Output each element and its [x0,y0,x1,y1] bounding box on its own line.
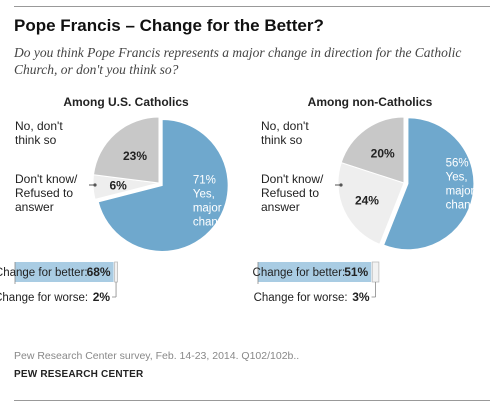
bar-value-worse-1: 3% [352,290,370,304]
bar-change-better-1 [258,262,372,282]
top-rule [14,6,490,7]
slice-label-dont-know-1-line-2: answer [261,200,300,214]
chart-subtitle: Do you think Pope Francis represents a m… [14,45,462,77]
slice-value-no-change-1: 20% [371,147,395,161]
slice-value-dont-know-1: 24% [355,193,379,207]
slice-label-major-0-line-1: Yes, [193,189,215,201]
bar-value-better-1: 51% [344,265,368,279]
slice-label-no-change-0-line-0: No, don't [15,119,63,133]
pie-slice-major-change-1 [382,117,475,251]
slice-label-no-change-1-line-1: think so [261,133,303,147]
bar-label-worse-0: Change for worse: [0,292,88,304]
pie-slice-no-change-0 [92,116,160,184]
pie-slice-no-change-1 [340,116,405,184]
slice-label-no-change-1-line-0: No, don't [261,119,309,133]
leader-dot-dont-know-1 [339,183,343,187]
chart-title: Pope Francis – Change for the Better? [14,16,324,35]
slice-value-no-change-0: 23% [123,149,147,163]
slice-label-major-0-line-2: major [193,203,222,215]
leader-dot-dont-know-0 [93,183,97,187]
slice-label-dont-know-1-line-0: Don't know/ [261,172,324,186]
bar-value-worse-0: 2% [93,290,111,304]
slice-label-dont-know-0-line-2: answer [15,200,54,214]
panel-title-non-catholics: Among non-Catholics [307,95,433,109]
slice-label-dont-know-1-line-1: Refused to [261,186,319,200]
bar-label-worse-1: Change for worse: [254,292,348,304]
slice-label-major-0-line-3: change [193,217,231,229]
source-note: Pew Research Center survey, Feb. 14-23, … [14,350,300,362]
slice-label-no-change-0-line-1: think so [15,133,57,147]
slice-label-dont-know-0-line-1: Refused to [15,186,73,200]
slice-label-major-1-line-3: change [446,200,484,212]
slice-value-dont-know-0: 6% [109,179,127,193]
pie-slice-major-change-0 [97,118,229,252]
bar-change-worse-1 [371,261,380,283]
bar-change-better-0 [15,262,114,282]
bar-label-better-0: Change for better: [0,267,88,279]
pie-slice-dont-know-1 [337,161,405,246]
panel-title-catholics: Among U.S. Catholics [63,95,189,109]
slice-label-major-1-line-2: major [446,186,475,198]
bar-value-better-0: 68% [87,265,111,279]
slice-label-major-1-line-1: Yes, [446,172,468,184]
slice-label-dont-know-0-line-0: Don't know/ [15,172,78,186]
organization-name: PEW RESEARCH CENTER [14,369,144,380]
bar-label-better-1: Change for better: [253,267,346,279]
bottom-rule [14,400,490,401]
bar-change-worse-0 [114,261,118,283]
slice-label-major-0-line-0: 71% [193,175,216,187]
slice-label-major-1-line-0: 56% [446,158,469,170]
